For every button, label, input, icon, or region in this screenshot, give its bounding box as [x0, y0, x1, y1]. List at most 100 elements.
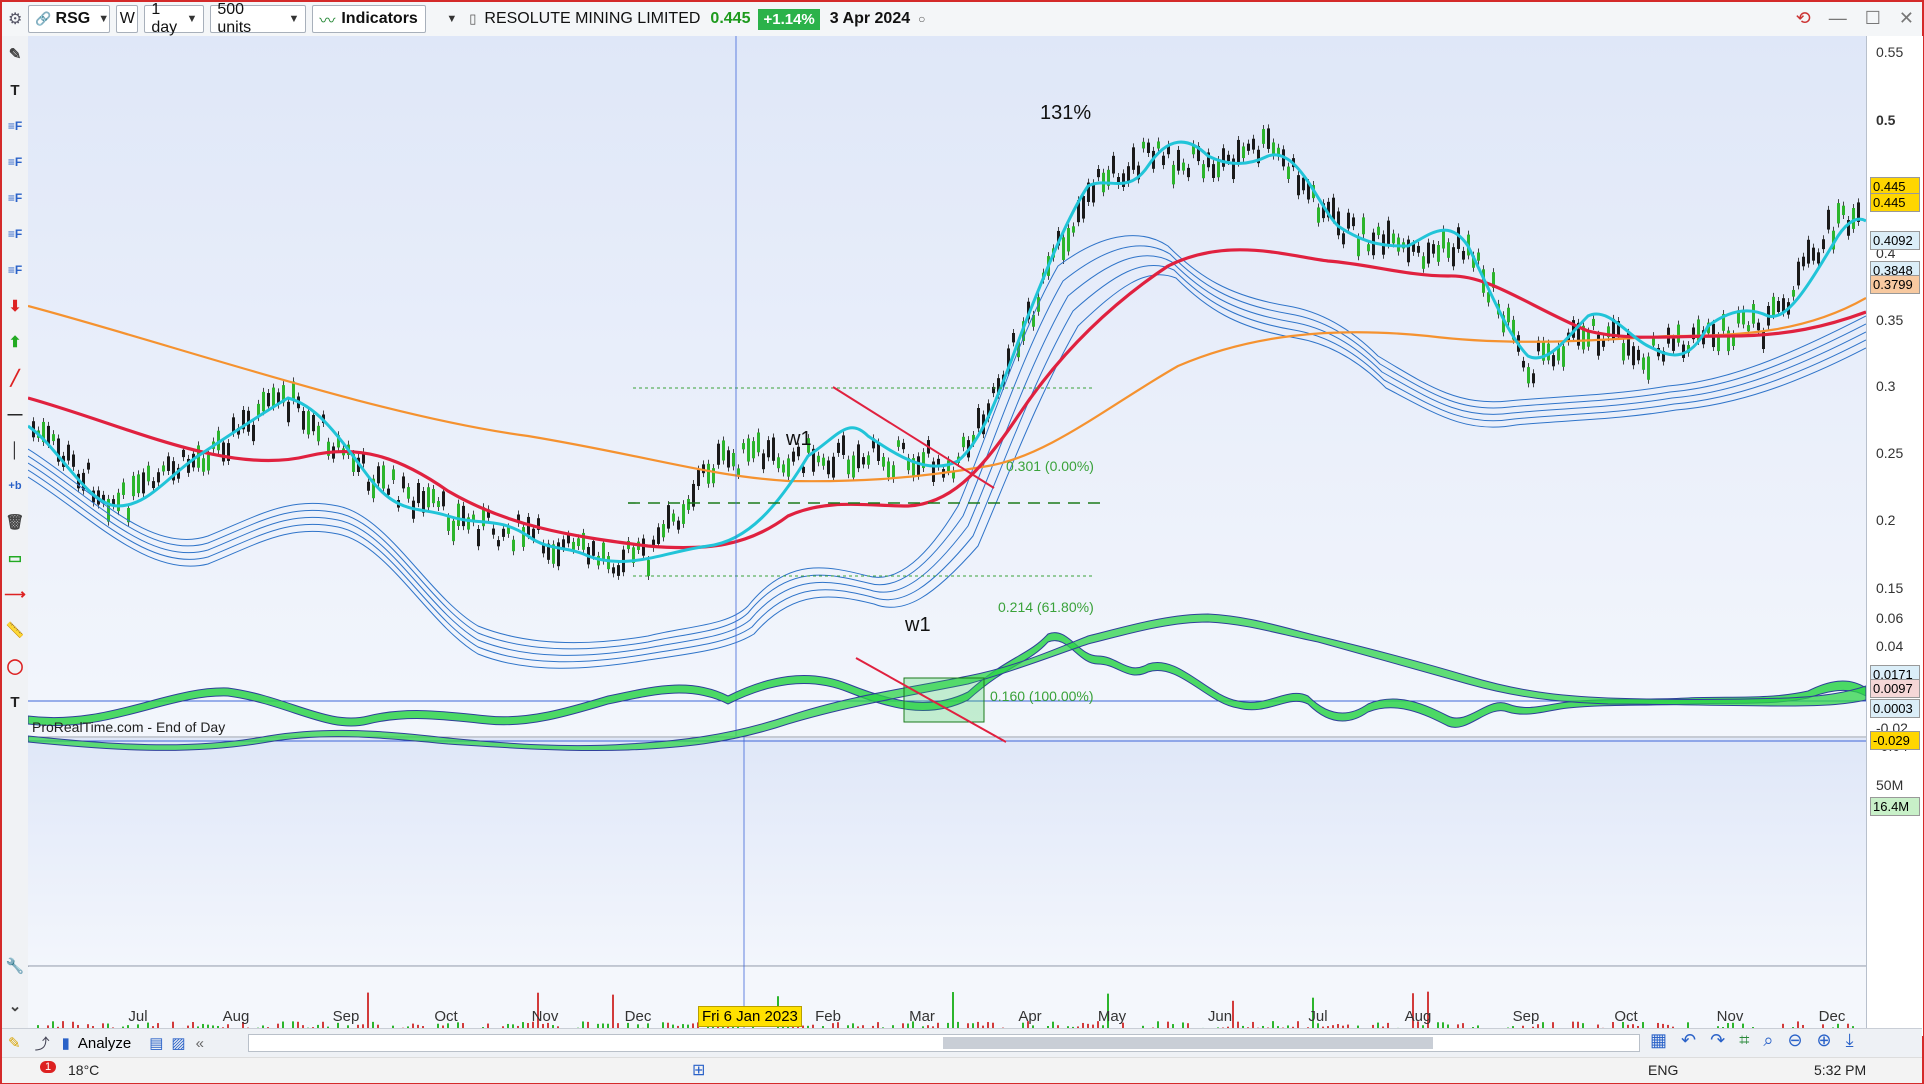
notification-badge: 1: [40, 1061, 57, 1073]
undo-icon[interactable]: ↶: [1681, 1030, 1697, 1050]
indicators-button[interactable]: 〰 Indicators: [312, 5, 427, 33]
fib-tool-icon[interactable]: ≡F: [7, 227, 23, 241]
price-badge: 0.445: [1870, 193, 1920, 212]
month-tick: Oct: [434, 1008, 458, 1025]
fib-tool-icon[interactable]: ≡F: [7, 119, 23, 133]
panel-icon[interactable]: ▮: [61, 1035, 70, 1052]
redo-icon[interactable]: ↷: [1710, 1030, 1726, 1050]
symbol-label: RSG: [55, 10, 91, 27]
fib-tool-icon[interactable]: ≡F: [7, 263, 23, 277]
symbol-selector[interactable]: 🔗 RSG ▼: [28, 5, 111, 33]
fib-label-100: 0.160 (100.00%): [990, 688, 1094, 704]
price-tick: 0.2: [1876, 512, 1896, 528]
pencil-icon[interactable]: ✎: [8, 46, 22, 63]
close-icon[interactable]: ✕: [1898, 8, 1914, 28]
analyze-button[interactable]: Analyze: [77, 1034, 132, 1052]
text-tool-icon[interactable]: T: [10, 81, 20, 99]
osc-fast-fill: [28, 632, 1866, 728]
chevron-down-icon: ▼: [288, 13, 300, 25]
month-tick: Dec: [1818, 1008, 1846, 1025]
language-indicator: ENG: [1648, 1062, 1679, 1078]
vline-icon[interactable]: │: [10, 441, 20, 459]
layout-icon[interactable]: ▤: [149, 1035, 164, 1052]
zoom-in-icon[interactable]: ⊕: [1816, 1030, 1832, 1050]
interval-selector[interactable]: 1 day ▼: [144, 1, 205, 36]
price-chart[interactable]: [28, 36, 1866, 1036]
price-tick: 0.25: [1876, 445, 1904, 461]
chart-icon[interactable]: ⌗: [1739, 1030, 1750, 1050]
hline-icon[interactable]: —: [7, 405, 23, 423]
units-selector[interactable]: 500 units ▼: [210, 1, 307, 36]
indicators-icon: 〰: [319, 13, 336, 30]
osc-badge: 0.0003: [1870, 699, 1920, 718]
month-tick: Sep: [1512, 1008, 1540, 1025]
cursor-date-badge: Fri 6 Jan 2023: [698, 1006, 802, 1027]
expand-icon[interactable]: ⤓: [1845, 1030, 1854, 1050]
osc-slow-fill: [28, 613, 1866, 752]
price-change-badge: +1.14%: [758, 8, 820, 30]
wrench-icon[interactable]: 🔧: [5, 958, 25, 975]
calendar-icon[interactable]: ▦: [1650, 1030, 1668, 1050]
price-badge: 0.3799: [1870, 275, 1920, 294]
zoom-out-icon[interactable]: ⊖: [1787, 1030, 1803, 1050]
month-tick: Mar: [909, 1008, 935, 1025]
channel-icon[interactable]: +b: [8, 480, 22, 492]
indicators-dropdown[interactable]: ▼: [432, 5, 463, 33]
osc-badge: -0.029: [1870, 731, 1920, 750]
osc-badge: 0.0097: [1870, 679, 1920, 698]
instrument-info: ▯ RESOLUTE MINING LIMITED 0.445 +1.14% 3…: [463, 5, 931, 33]
month-tick: Dec: [624, 1008, 652, 1025]
text-tool-icon[interactable]: T: [10, 693, 20, 711]
ema-200-line: [28, 297, 1866, 483]
ema-short-line: [28, 140, 1866, 563]
window-controls: ⟲ — ☐ ✕: [1796, 8, 1914, 29]
month-tick: Feb: [815, 1008, 841, 1025]
price-tick: 0.3: [1876, 378, 1896, 394]
indicators-label: Indicators: [341, 10, 418, 27]
fib-tool-icon[interactable]: ≡F: [7, 191, 23, 205]
settings-icon[interactable]: ⚙: [8, 11, 23, 28]
price-pane: [28, 36, 1866, 736]
scrollbar-thumb[interactable]: [943, 1037, 1433, 1049]
oscillator-pane: [28, 738, 1866, 966]
osc-tick: 0.06: [1876, 610, 1904, 626]
share-icon[interactable]: ⤴: [34, 1035, 50, 1053]
w1-top-annotation: w1: [786, 428, 812, 450]
info-icon: ▯: [469, 11, 477, 26]
ellipse-icon[interactable]: ◯: [6, 658, 24, 675]
time-scrollbar[interactable]: [248, 1034, 1640, 1052]
downtrend-line[interactable]: [832, 386, 995, 489]
pencil-icon[interactable]: ✎: [8, 1035, 21, 1052]
month-tick: Aug: [1404, 1008, 1432, 1025]
trash-icon[interactable]: 🗑: [5, 514, 25, 531]
osc-trend-line[interactable]: [855, 657, 1007, 743]
price-tick: 0.5: [1876, 112, 1896, 128]
fib-tool-icon[interactable]: ≡F: [7, 155, 23, 169]
volume-tick: 50M: [1876, 777, 1904, 793]
weather-text: 18°C: [68, 1062, 100, 1078]
month-tick: Sep: [332, 1008, 360, 1025]
month-tick: Nov: [1716, 1008, 1744, 1025]
symbol-icon: 🔗: [35, 11, 52, 26]
sync-icon[interactable]: ⟲: [1795, 8, 1811, 28]
minimize-icon[interactable]: —: [1828, 8, 1847, 28]
rewind-icon[interactable]: «: [195, 1034, 204, 1052]
w-button[interactable]: W: [116, 5, 139, 33]
arrow-up-icon[interactable]: ⬆: [8, 334, 22, 351]
maximize-icon[interactable]: ☐: [1864, 8, 1881, 28]
windows-start-icon[interactable]: ⊞: [692, 1062, 706, 1079]
rectangle-icon[interactable]: ▭: [7, 550, 23, 567]
highlight-box[interactable]: [903, 677, 985, 723]
month-tick: Jul: [128, 1008, 148, 1025]
ruler-icon[interactable]: 📏: [5, 622, 25, 639]
zoom-fit-icon[interactable]: ⌕: [1763, 1030, 1774, 1050]
month-tick: Apr: [1018, 1008, 1042, 1025]
compare-icon[interactable]: ▨: [171, 1035, 186, 1052]
more-icon[interactable]: ⌄: [8, 998, 22, 1015]
last-price: 0.445: [710, 10, 751, 27]
osc-tick: 0.04: [1876, 638, 1904, 654]
ray-icon[interactable]: ⟶: [4, 586, 26, 603]
trendline-icon[interactable]: ╱: [10, 370, 20, 387]
arrow-down-icon[interactable]: ⬇: [8, 298, 22, 315]
